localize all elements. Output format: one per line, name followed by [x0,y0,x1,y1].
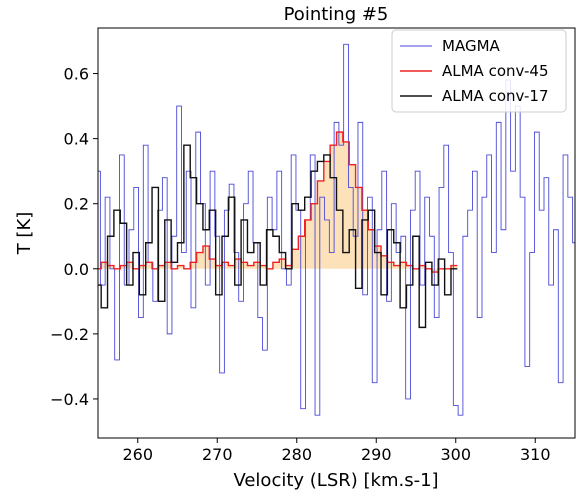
x-axis: 260 270 280 290 300 310 [122,438,551,464]
legend-label-alma-conv-45: ALMA conv-45 [442,62,549,80]
x-tick-label: 270 [202,445,233,464]
series-layer [98,43,575,416]
chart-title: Pointing #5 [284,4,389,25]
x-tick-label: 310 [520,445,551,464]
series-line-alma-conv-17 [98,144,458,329]
y-axis: −0.4 −0.2 0.0 0.2 0.4 0.6 [50,65,98,409]
x-tick-label: 300 [440,445,471,464]
y-tick-label: 0.4 [64,130,89,149]
y-tick-label: 0.2 [64,195,89,214]
legend-label-alma-conv-17: ALMA conv-17 [442,87,549,105]
y-tick-label: −0.4 [50,390,89,409]
plot-frame [97,27,576,439]
y-tick-label: 0.0 [64,260,89,279]
x-tick-label: 290 [361,445,392,464]
alma-conv45-fill-layer [98,132,458,273]
y-tick-label: −0.2 [50,325,89,344]
series-line-magma [98,43,575,416]
legend: MAGMA ALMA conv-45 ALMA conv-17 [391,29,567,113]
y-axis-label: T [K] [14,212,35,256]
y-tick-label: 0.6 [64,65,89,84]
x-axis-label: Velocity (LSR) [km.s-1] [233,470,438,491]
legend-box [391,29,567,113]
legend-label-magma: MAGMA [442,37,501,55]
series-line-alma-conv-45 [98,131,458,273]
x-tick-label: 260 [122,445,153,464]
series-fill-alma-conv-45 [98,132,458,273]
x-tick-label: 280 [281,445,312,464]
